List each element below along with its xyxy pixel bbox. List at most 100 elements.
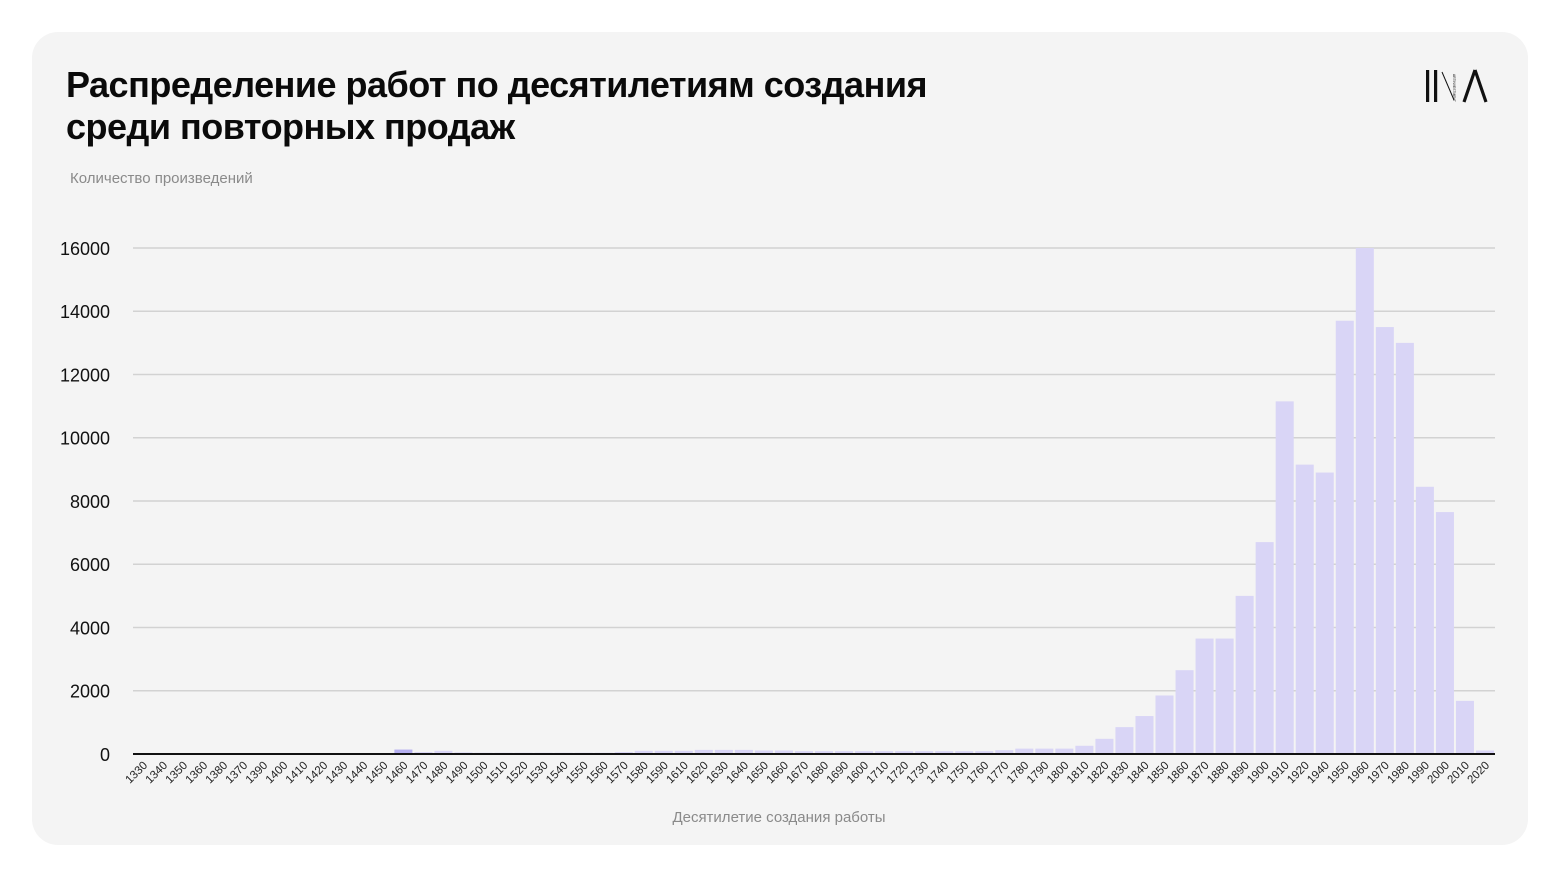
x-tick-label: 1900 bbox=[1245, 760, 1272, 787]
x-tick-label: 1880 bbox=[1205, 760, 1232, 787]
x-tick-label: 1870 bbox=[1185, 760, 1212, 787]
x-tick-label: 1520 bbox=[504, 760, 531, 787]
bar-1750 bbox=[955, 751, 974, 754]
x-tick-label: 1860 bbox=[1165, 760, 1192, 787]
x-tick-label: 1590 bbox=[644, 760, 671, 787]
bar-1630 bbox=[714, 749, 733, 754]
x-tick-label: 1560 bbox=[584, 760, 611, 787]
bar-1940 bbox=[1315, 472, 1334, 754]
bar-1720 bbox=[895, 751, 914, 754]
bar-1770 bbox=[995, 750, 1014, 754]
x-tick-label: 2010 bbox=[1445, 760, 1472, 787]
bar-1990 bbox=[1415, 486, 1434, 754]
x-tick-label: 1410 bbox=[284, 760, 311, 787]
x-tick-label: 1330 bbox=[124, 760, 151, 787]
y-tick-label: 4000 bbox=[70, 618, 110, 638]
y-tick-label: 12000 bbox=[60, 365, 110, 385]
x-tick-label: 1740 bbox=[925, 760, 952, 787]
x-tick-label: 1890 bbox=[1225, 760, 1252, 787]
x-tick-label: 1670 bbox=[785, 760, 812, 787]
x-tick-label: 1550 bbox=[564, 760, 591, 787]
bar-1850 bbox=[1155, 695, 1174, 754]
x-tick-label: 1850 bbox=[1145, 760, 1172, 787]
x-tick-label: 1540 bbox=[544, 760, 571, 787]
bar-1920 bbox=[1295, 464, 1314, 754]
bar-1860 bbox=[1175, 670, 1194, 754]
bar-1840 bbox=[1135, 716, 1154, 754]
x-tick-label: 1960 bbox=[1345, 760, 1372, 787]
x-tick-label: 1730 bbox=[905, 760, 932, 787]
x-tick-label: 1770 bbox=[985, 760, 1012, 787]
bar-1740 bbox=[935, 751, 954, 754]
x-tick-label: 1460 bbox=[384, 760, 411, 787]
x-tick-label: 1790 bbox=[1025, 760, 1052, 787]
x-tick-label: 1380 bbox=[204, 760, 231, 787]
bar-1900 bbox=[1255, 542, 1274, 754]
bar-1580 bbox=[634, 750, 653, 754]
x-tick-label: 1750 bbox=[945, 760, 972, 787]
x-tick-label: 1580 bbox=[624, 760, 651, 787]
bar-1610 bbox=[674, 750, 693, 754]
x-tick-label: 1680 bbox=[805, 760, 832, 787]
x-tick-label: 1660 bbox=[764, 760, 791, 787]
x-tick-label: 1470 bbox=[404, 760, 431, 787]
bar-2010 bbox=[1455, 700, 1474, 754]
bar-1870 bbox=[1195, 638, 1214, 754]
x-tick-label: 1440 bbox=[344, 760, 371, 787]
x-tick-label: 1830 bbox=[1105, 760, 1132, 787]
bar-1480 bbox=[434, 750, 453, 754]
y-tick-label: 6000 bbox=[70, 555, 110, 575]
x-tick-label: 1650 bbox=[744, 760, 771, 787]
x-tick-label: 1480 bbox=[424, 760, 451, 787]
x-tick-label: 1820 bbox=[1085, 760, 1112, 787]
bar-1600 bbox=[855, 751, 874, 754]
x-tick-label: 1390 bbox=[244, 760, 271, 787]
bar-1650 bbox=[754, 750, 773, 754]
bar-1620 bbox=[694, 749, 713, 754]
x-tick-label: 1910 bbox=[1265, 760, 1292, 787]
bar-1950 bbox=[1335, 320, 1354, 754]
y-tick-label: 10000 bbox=[60, 429, 110, 449]
bar-1960 bbox=[1355, 248, 1374, 754]
x-tick-label: 1400 bbox=[264, 760, 291, 787]
bar-1460 bbox=[394, 749, 413, 754]
x-tick-label: 1350 bbox=[164, 760, 191, 787]
x-tick-label: 2000 bbox=[1425, 760, 1452, 787]
x-tick-label: 1510 bbox=[484, 760, 511, 787]
y-tick-label: 8000 bbox=[70, 492, 110, 512]
chart-title-line-2: среди повторных продаж bbox=[66, 106, 515, 147]
x-tick-label: 1840 bbox=[1125, 760, 1152, 787]
x-tick-label: 1640 bbox=[724, 760, 751, 787]
chart-title-line-1: Распределение работ по десятилетиям созд… bbox=[66, 64, 927, 105]
bar-1890 bbox=[1235, 595, 1254, 754]
x-tick-label: 1500 bbox=[464, 760, 491, 787]
bar-1800 bbox=[1055, 748, 1074, 754]
bar-1790 bbox=[1035, 748, 1054, 754]
x-tick-label: 1940 bbox=[1305, 760, 1332, 787]
x-tick-label: 1420 bbox=[304, 760, 331, 787]
x-tick-label: 1570 bbox=[604, 760, 631, 787]
bar-1660 bbox=[774, 750, 793, 754]
bar-1820 bbox=[1095, 738, 1114, 754]
x-tick-label: 1630 bbox=[704, 760, 731, 787]
x-tick-label: 1990 bbox=[1405, 760, 1432, 787]
bar-1730 bbox=[915, 751, 934, 754]
x-tick-label: 1600 bbox=[845, 760, 872, 787]
chart-title: Распределение работ по десятилетиям созд… bbox=[66, 64, 1166, 148]
x-tick-label: 1430 bbox=[324, 760, 351, 787]
bar-1690 bbox=[835, 751, 854, 754]
bar-2000 bbox=[1435, 512, 1454, 754]
bar-1670 bbox=[794, 751, 813, 754]
y-axis-label: Количество произведений bbox=[70, 170, 253, 187]
x-tick-label: 1980 bbox=[1385, 760, 1412, 787]
x-tick-label: 1620 bbox=[684, 760, 711, 787]
bar-1880 bbox=[1215, 638, 1234, 754]
y-tick-label: 2000 bbox=[70, 682, 110, 702]
bar-1910 bbox=[1275, 401, 1294, 754]
x-tick-label: 1450 bbox=[364, 760, 391, 787]
x-tick-label: 1530 bbox=[524, 760, 551, 787]
y-tick-label: 16000 bbox=[60, 239, 110, 259]
logo-text: ARTINVESTMENT bbox=[1452, 74, 1456, 102]
x-tick-label: 1800 bbox=[1045, 760, 1072, 787]
bar-1710 bbox=[875, 751, 894, 754]
